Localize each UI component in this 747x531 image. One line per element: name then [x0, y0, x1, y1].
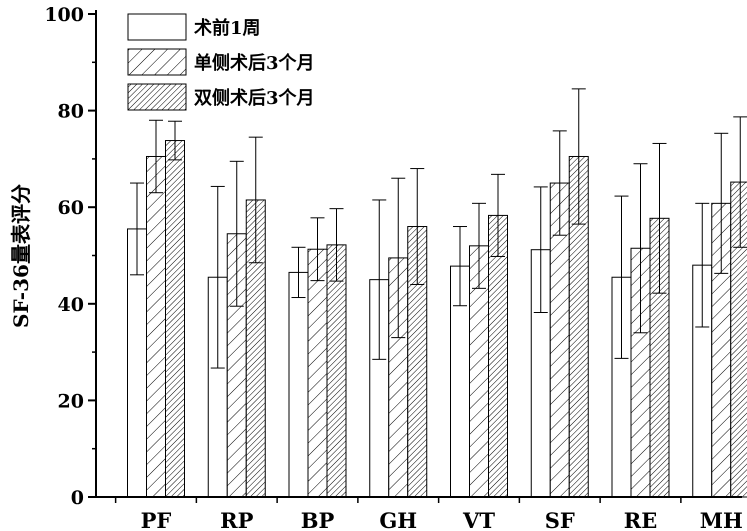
bar-PF-3 — [165, 140, 185, 498]
x-tick-label-SF: SF — [545, 508, 575, 531]
y-tick-label-100: 100 — [44, 4, 84, 26]
x-tick-label-VT: VT — [462, 508, 495, 531]
x-tick-label-GH: GH — [379, 508, 417, 531]
legend-swatch-3 — [127, 83, 187, 111]
legend-label-3: 双侧术后3个月 — [194, 87, 315, 109]
y-tick-label-0: 0 — [71, 487, 84, 509]
y-tick-label-60: 60 — [58, 197, 84, 219]
y-axis-label: SF-36量表评分 — [9, 184, 33, 328]
bar-VT-3 — [488, 214, 508, 498]
x-tick-label-MH: MH — [700, 508, 743, 531]
legend-swatch-2 — [127, 48, 187, 76]
x-tick-label-BP: BP — [301, 508, 335, 531]
y-tick-label-80: 80 — [58, 101, 84, 123]
y-tick-label-40: 40 — [58, 294, 84, 316]
x-tick-label-RP: RP — [220, 508, 253, 531]
legend-label-2: 单侧术后3个月 — [194, 52, 315, 74]
legend-swatch-1 — [127, 13, 187, 41]
bar-PF-2 — [146, 155, 166, 498]
bar-MH-3 — [730, 181, 747, 498]
x-tick-label-PF: PF — [141, 508, 172, 531]
bar-BP-1 — [288, 271, 309, 498]
legend-label-1: 术前1周 — [194, 17, 261, 39]
bar-BP-2 — [307, 248, 328, 498]
x-tick-label-RE: RE — [624, 508, 657, 531]
y-tick-label-20: 20 — [58, 390, 84, 412]
bar-BP-3 — [326, 244, 347, 498]
